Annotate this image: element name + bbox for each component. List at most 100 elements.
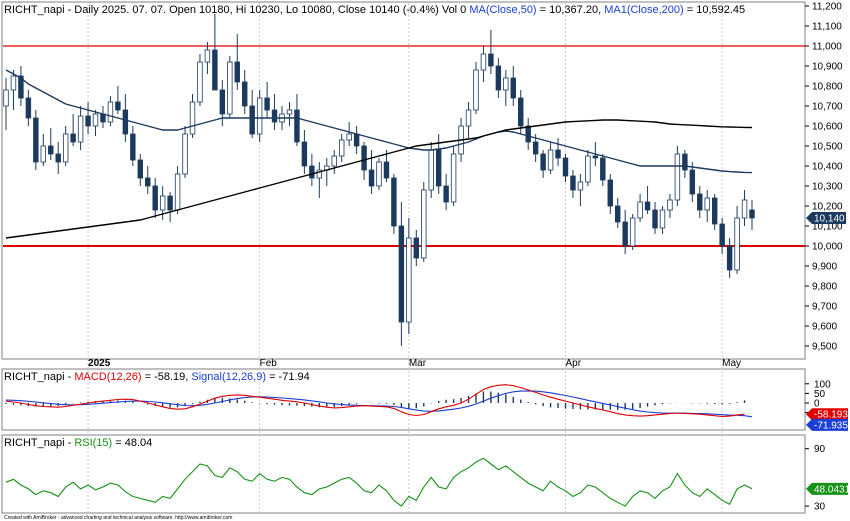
x-tick-label: May (722, 358, 741, 369)
candle-body (159, 195, 166, 211)
candle-body (353, 133, 360, 147)
candle-body (704, 197, 710, 211)
candle-body (294, 109, 300, 143)
candle-body (398, 225, 405, 323)
candle-body (749, 209, 755, 219)
candle-body (406, 237, 412, 323)
candle-body (331, 155, 337, 167)
y-tick-label: 11,000 (812, 42, 842, 53)
y-tick-label: 11,200 (812, 2, 842, 13)
candle-body (413, 237, 420, 259)
candle-body (145, 177, 151, 187)
candle-body (525, 125, 531, 143)
y-tick-label: 10,500 (812, 142, 843, 153)
candle-body (40, 145, 47, 163)
macd-y-tick-label: 50 (814, 389, 826, 400)
rsi-panel-title: RICHT_napi - RSI(15) = 48.04 (4, 437, 152, 449)
candle-body (122, 109, 129, 135)
y-tick-label: 9,800 (812, 282, 837, 293)
rsi-ticker: RICHT_napi (4, 437, 65, 449)
signal-line (5, 390, 753, 418)
candle-body (137, 159, 143, 179)
candle-body (174, 173, 181, 211)
y-tick-label: 10,100 (812, 222, 843, 233)
candle-body (480, 53, 487, 71)
rsi-y-tick-label: 90 (814, 444, 826, 455)
candle-body (600, 157, 606, 181)
candle-body (629, 217, 636, 247)
x-tick-label: 2025 (88, 358, 111, 369)
y-tick-label: 10,700 (812, 102, 843, 113)
rsi-legend: RSI(15) (74, 437, 112, 449)
candle-body (25, 97, 32, 119)
y-tick-label: 10,300 (812, 182, 843, 193)
candle-body (577, 181, 584, 191)
ma50-legend: MA(Close,50) (469, 4, 536, 16)
macd-line (5, 384, 745, 418)
signal-value: = -71.94 (266, 371, 310, 383)
candle-body (652, 209, 658, 229)
rsi-value: = 48.04 (112, 437, 152, 449)
candle-body (719, 223, 725, 247)
price-last-tag-bg (806, 212, 846, 224)
candle-body (338, 139, 345, 157)
signal-last-tag-bg (806, 418, 848, 431)
candle-body (107, 101, 114, 123)
candle-body (532, 141, 539, 155)
y-tick-label: 9,500 (812, 342, 837, 353)
macd-y-tick-label: 0 (814, 399, 820, 410)
x-tick-label: Feb (260, 358, 278, 369)
y-tick-label: 10,800 (812, 82, 843, 93)
candle-body (167, 195, 173, 211)
price-last-tag: 10,140 (806, 212, 846, 225)
macd-value: = -58.19, (142, 371, 192, 383)
candle-body (62, 133, 69, 163)
ma200-legend: MA1(Close,200) (604, 4, 683, 16)
candle-body (286, 109, 293, 115)
candle-body (197, 61, 203, 103)
candle-body (391, 177, 397, 227)
rsi-panel-frame (1, 434, 806, 514)
price-panel-frame (1, 1, 806, 360)
candle-body (637, 201, 643, 219)
y-tick-label: 9,600 (812, 322, 837, 333)
price-last-tag-text: 10,140 (814, 214, 845, 225)
rsi-last-tag-text: 48.0431 (814, 484, 850, 495)
macd-legend: MACD(12,26) (74, 371, 141, 383)
y-tick-label: 10,600 (812, 122, 843, 133)
candle-body (55, 153, 61, 163)
y-tick-label: 10,000 (812, 242, 843, 253)
y-tick-label: 10,200 (812, 202, 843, 213)
candle-body (309, 165, 315, 179)
candle-body (667, 199, 673, 211)
candle-body (100, 113, 106, 123)
candle-body (726, 245, 733, 271)
macd-last-tag-bg (806, 408, 848, 421)
price-panel-title: RICHT_napi - Daily 2025. 07. 07. Open 10… (4, 4, 745, 16)
ma200-line (5, 119, 753, 239)
candle-body (301, 141, 308, 167)
candle-body (465, 109, 472, 127)
candle-body (242, 81, 248, 107)
y-tick-label: 10,900 (812, 62, 843, 73)
candle-body (615, 205, 621, 223)
macd-panel-frame (1, 368, 806, 431)
candle-body (3, 89, 9, 107)
macd-y-tick-label: 100 (814, 379, 831, 390)
candle-body (115, 101, 121, 111)
candle-body (697, 193, 703, 211)
candle-body (473, 69, 479, 111)
candle-body (212, 49, 218, 91)
ma50-value: = 10,367.20, (537, 4, 605, 16)
signal-last-tag-text: -71.9355 (814, 420, 850, 431)
candle-body (189, 101, 196, 135)
candle-body (10, 75, 17, 91)
macd-ticker: RICHT_napi (4, 371, 65, 383)
candle-body (607, 179, 613, 207)
candle-body (383, 161, 390, 179)
candle-body (271, 109, 278, 123)
candle-body (152, 185, 158, 211)
candle-body (130, 133, 136, 161)
candle-body (689, 169, 696, 195)
x-tick-label: Mar (409, 358, 427, 369)
